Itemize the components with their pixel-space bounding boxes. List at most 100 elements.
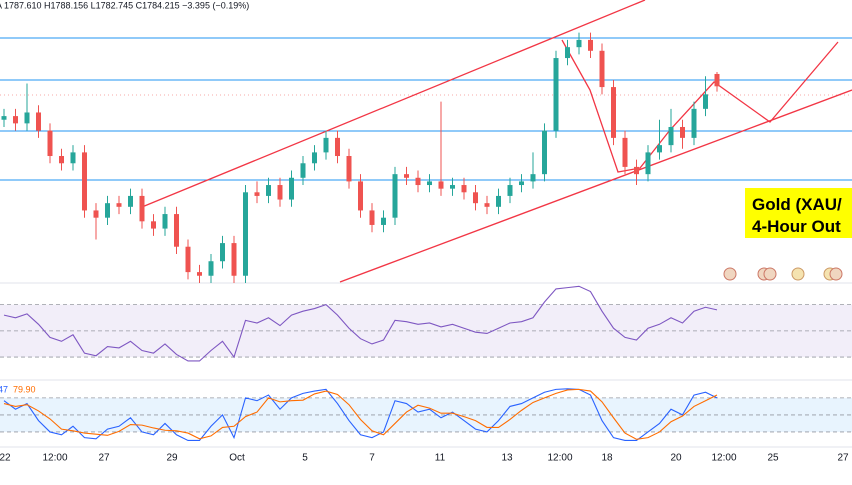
event-icon [829, 267, 843, 281]
candle-body [576, 39, 582, 48]
candle-body [128, 195, 133, 207]
candle-body [300, 163, 306, 178]
candle-body [70, 152, 76, 164]
candle-body [254, 192, 260, 196]
x-tick-label: 20 [670, 453, 682, 464]
candle-body [691, 108, 697, 138]
channel-lower [339, 89, 852, 283]
candle-body [174, 214, 179, 247]
candle-body [312, 152, 317, 164]
candle-body [82, 152, 87, 211]
candle-body [714, 73, 720, 87]
support-resistance-lines [0, 37, 852, 181]
candle-body [519, 181, 524, 186]
price-panel [1, 32, 720, 283]
x-tick-label: 13 [501, 453, 513, 464]
x-tick-label: 25 [767, 453, 779, 464]
annotation-line: Gold (XAU/ [752, 195, 842, 214]
candle-body [634, 166, 639, 175]
event-icon [723, 267, 737, 281]
candle-body [116, 203, 122, 207]
candle-body [507, 185, 513, 196]
x-tick-label: 22 [0, 453, 11, 464]
candle-body [185, 246, 191, 273]
candle-body [139, 195, 145, 222]
candle-body [266, 185, 271, 196]
x-tick-label: 12:00 [42, 453, 67, 464]
indicator-line [3, 388, 718, 442]
candle-body [346, 156, 352, 182]
candle-body [450, 185, 455, 189]
candle-body [599, 50, 605, 88]
x-tick-label: 27 [98, 453, 110, 464]
candle-body [231, 243, 237, 276]
x-tick-label: 29 [166, 453, 178, 464]
candle-body [415, 177, 421, 186]
candle-body [703, 94, 708, 109]
candle-body [47, 130, 53, 157]
x-tick-label: 18 [601, 453, 613, 464]
candle-body [622, 137, 628, 167]
candle-body [553, 58, 559, 131]
candle-body [220, 243, 225, 262]
trend-lines [141, 0, 852, 283]
candle-body [473, 192, 478, 204]
candle-body [680, 126, 685, 138]
stochastic-panel [0, 388, 852, 442]
candle-body [59, 156, 64, 164]
x-tick-label: Oct [229, 453, 245, 464]
annotation-line: 4-Hour Out [752, 217, 841, 236]
projection [561, 39, 839, 173]
candle-body [369, 210, 375, 225]
candle-body [197, 272, 202, 276]
x-tick-label: 5 [302, 453, 308, 464]
candle-body [565, 47, 570, 59]
event-icons [723, 267, 843, 281]
candle-body [496, 195, 501, 207]
candle-body [323, 137, 329, 153]
stoch-d-label: 79.90 [13, 384, 36, 394]
candle-body [36, 112, 41, 131]
ohlc-header: A 1787.610 H1788.156 L1782.745 C1784.215… [0, 0, 249, 10]
indicator-line [3, 285, 718, 362]
candle-body [162, 214, 168, 229]
candle-body [657, 145, 662, 153]
x-tick-label: 27 [837, 453, 849, 464]
candle-body [588, 39, 593, 51]
candle-body [668, 126, 674, 146]
indicator-line [3, 388, 718, 440]
x-tick-label: 7 [369, 453, 375, 464]
candle-body [151, 221, 156, 229]
candle-body [427, 181, 432, 186]
candle-body [289, 177, 294, 200]
candle-body [1, 116, 7, 120]
candle-body [611, 87, 616, 138]
candle-body [381, 217, 386, 225]
time-axis: 22 12:00 27 29 Oct 5 7 11 13 12:00 18 20 12:00 25 27 [0, 453, 849, 464]
candle-body [392, 174, 398, 218]
candle-body [24, 112, 30, 124]
stoch-k-label: 47 [0, 384, 8, 394]
rsi-panel [0, 285, 852, 362]
candle-body [105, 203, 110, 218]
candle-body [243, 192, 248, 276]
candle-body [93, 210, 99, 218]
annotation-box [745, 188, 852, 238]
channel-upper [141, 0, 646, 208]
candle-body [530, 174, 536, 182]
x-tick-label: 11 [435, 453, 446, 464]
candle-body [277, 185, 283, 200]
candle-body [404, 174, 409, 178]
candle-body [335, 137, 340, 157]
candle-body [461, 185, 467, 193]
candle-body [438, 181, 444, 189]
event-icon [763, 267, 777, 281]
candle-body [542, 130, 547, 175]
candle-body [484, 203, 490, 207]
x-tick-label: 12:00 [711, 453, 736, 464]
candle-body [645, 152, 651, 175]
candle-body [13, 116, 18, 124]
x-tick-label: 12:00 [547, 453, 572, 464]
